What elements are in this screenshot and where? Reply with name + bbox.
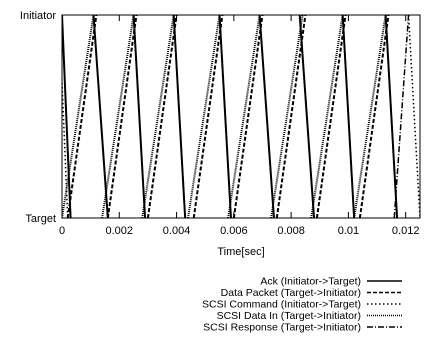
x-tick-label: 0.002 [106, 225, 134, 237]
x-tick-label: 0.004 [163, 225, 191, 237]
legend-item: SCSI Command (Initiator->Target) [202, 299, 402, 311]
series-1-segment [232, 15, 264, 218]
legend-label: SCSI Response (Target->Initiator) [203, 322, 361, 334]
legend-item: SCSI Response (Target->Initiator) [203, 322, 402, 334]
series-4-segment [393, 15, 410, 218]
series-3-segment [62, 15, 95, 218]
legend: Ack (Initiator->Target)Data Packet (Targ… [202, 276, 402, 334]
series-0-segment [92, 15, 109, 218]
x-axis-label: Time[sec] [217, 246, 264, 258]
series-layer [62, 15, 420, 218]
legend-item: Data Packet (Target->Initiator) [221, 287, 402, 299]
series-0 [62, 15, 399, 218]
series-3-segment [310, 15, 344, 218]
series-1-segment [66, 15, 98, 218]
series-3-segment [227, 15, 261, 218]
series-1-segment [106, 15, 138, 218]
x-axis: 0 0.002 0.004 0.006 0.008 0.01 0.012 [59, 15, 420, 237]
plot-frame [61, 14, 421, 219]
y-axis: Target Initiator [20, 10, 420, 225]
series-3-segment [187, 15, 221, 218]
series-1-segment [146, 15, 178, 218]
y-tick-label: Target [25, 213, 56, 225]
series-2-segment [407, 15, 420, 218]
series-0-segment [258, 15, 275, 218]
legend-item: SCSI Data In (Target->Initiator) [217, 310, 402, 322]
series-3-segment [353, 15, 387, 218]
x-tick-label: 0 [59, 225, 65, 237]
series-1-segment [315, 15, 347, 218]
series-3-segment [270, 15, 304, 218]
legend-label: SCSI Command (Initiator->Target) [202, 299, 361, 311]
series-0-segment [341, 15, 356, 218]
series-1-segment [358, 15, 390, 218]
legend-label: SCSI Data In (Target->Initiator) [217, 310, 361, 322]
series-0-segment [298, 15, 316, 218]
y-tick-label: Initiator [20, 10, 56, 22]
series-1-segment [275, 15, 307, 218]
series-3-segment [101, 15, 135, 218]
series-0-segment [132, 15, 147, 218]
series-1-segment [192, 15, 224, 218]
legend-label: Ack (Initiator->Target) [260, 276, 361, 288]
series-3 [62, 15, 387, 218]
series-2 [62, 15, 420, 218]
x-tick-label: 0.01 [338, 225, 359, 237]
legend-label: Data Packet (Target->Initiator) [221, 287, 361, 299]
series-0-segment [218, 15, 232, 218]
x-tick-label: 0.012 [392, 225, 420, 237]
series-4 [393, 15, 410, 218]
series-1 [66, 15, 390, 218]
series-0-segment [62, 15, 72, 218]
series-0-segment [384, 15, 399, 218]
legend-item: Ack (Initiator->Target) [260, 276, 402, 288]
x-tick-label: 0.006 [220, 225, 248, 237]
series-0-segment [172, 15, 187, 218]
x-tick-label: 0.008 [277, 225, 305, 237]
series-3-segment [141, 15, 175, 218]
